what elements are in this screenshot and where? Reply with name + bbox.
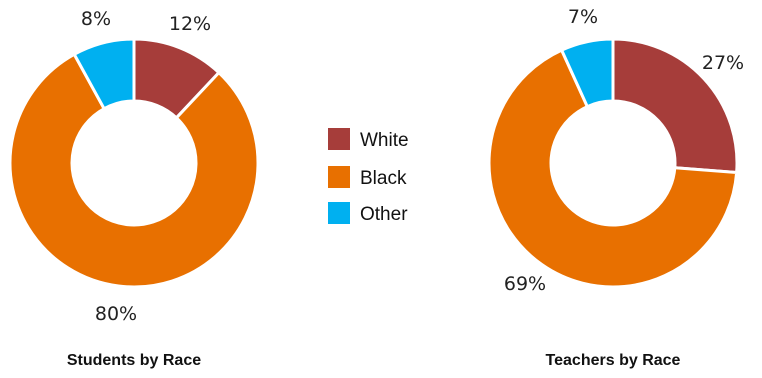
- students-chart-title: Students by Race: [67, 352, 201, 369]
- legend-swatch-other: [328, 202, 350, 224]
- legend-swatch-black: [328, 166, 350, 188]
- students-slices: [8, 37, 260, 289]
- legend: White Black Other: [328, 128, 409, 225]
- teachers-white-slice: [611, 37, 739, 175]
- teachers-white-value-label: 27%: [702, 52, 744, 74]
- students-black-value-label: 80%: [95, 303, 137, 325]
- students-donut-chart: 12% 80% 8% Students by Race: [8, 8, 260, 369]
- legend-label-white: White: [360, 130, 409, 151]
- legend-label-other: Other: [360, 204, 408, 225]
- teachers-black-slice: [487, 48, 739, 289]
- legend-swatch-white: [328, 128, 350, 150]
- students-other-slice: [72, 37, 136, 111]
- teachers-chart-title: Teachers by Race: [546, 352, 681, 369]
- students-other-value-label: 8%: [81, 8, 111, 30]
- students-white-value-label: 12%: [169, 13, 211, 35]
- legend-label-black: Black: [360, 168, 407, 189]
- teachers-other-slice: [559, 37, 615, 109]
- students-black-slice: [8, 52, 260, 289]
- teachers-other-value-label: 7%: [568, 6, 598, 28]
- teachers-donut-chart: 27% 69% 7% Teachers by Race: [487, 6, 744, 369]
- teachers-black-value-label: 69%: [504, 273, 546, 295]
- teachers-slices: [487, 37, 739, 289]
